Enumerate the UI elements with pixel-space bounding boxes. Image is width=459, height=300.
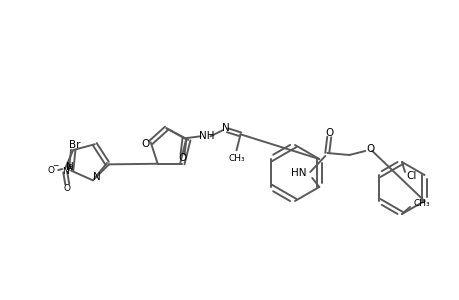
Text: ⊕: ⊕ — [66, 161, 72, 170]
Text: N: N — [93, 172, 101, 182]
Text: O: O — [365, 144, 374, 154]
Text: N: N — [66, 162, 74, 172]
Text: −: − — [52, 161, 58, 170]
Text: O: O — [64, 184, 71, 193]
Text: O: O — [141, 140, 150, 149]
Text: CH₃: CH₃ — [228, 154, 244, 163]
Text: O: O — [48, 166, 55, 175]
Text: N: N — [62, 167, 68, 176]
Text: Cl: Cl — [405, 171, 415, 181]
Text: O: O — [325, 128, 333, 138]
Text: CH₃: CH₃ — [413, 200, 430, 208]
Text: Br: Br — [69, 140, 81, 150]
Text: HN: HN — [290, 168, 306, 178]
Text: O: O — [178, 153, 186, 163]
Text: NH: NH — [198, 131, 214, 141]
Text: N: N — [221, 123, 229, 133]
